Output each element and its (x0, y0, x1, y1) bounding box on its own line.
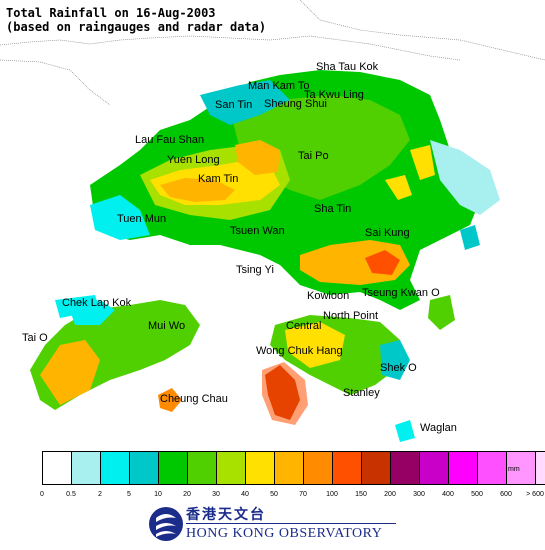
place-label: Tai Po (298, 150, 329, 162)
legend-swatch (507, 452, 536, 484)
map-title-line1: Total Rainfall on 16-Aug-2003 (6, 6, 216, 20)
shek-o-peninsula (380, 340, 410, 380)
mainland-coastline (0, 0, 545, 106)
legend-swatch (391, 452, 420, 484)
logo-divider (186, 523, 396, 524)
legend-swatch (130, 452, 159, 484)
place-label: Tai O (22, 332, 48, 344)
sai-kung-core (365, 250, 400, 275)
logo-english-name: HONG KONG OBSERVATORY (186, 526, 383, 541)
legend-swatch (217, 452, 246, 484)
cheung-chau-island (158, 388, 182, 412)
waglan-area (395, 420, 415, 442)
legend-tick-label: 400 (442, 491, 454, 498)
legend-tick-label: 0 (40, 491, 44, 498)
legend-unit: mm (508, 466, 520, 473)
legend-swatch (478, 452, 507, 484)
legend-tick-label: 100 (326, 491, 338, 498)
legend-tick-label: 500 (471, 491, 483, 498)
lantau-yellow (40, 340, 100, 405)
legend-swatch (43, 452, 72, 484)
legend-tick-label: 600 (500, 491, 512, 498)
legend-tick-label: 0.5 (66, 491, 76, 498)
map-title-line2: (based on raingauges and radar data) (6, 20, 267, 34)
legend-swatch (362, 452, 391, 484)
place-label: Lau Fau Shan (135, 134, 205, 146)
nt-west-cyan (90, 195, 150, 240)
rainfall-map (0, 0, 545, 442)
place-label: San Tin (215, 99, 253, 111)
place-label: Yuen Long (167, 154, 220, 166)
legend-swatch (275, 452, 304, 484)
hk-island-yellow (285, 322, 345, 368)
place-label: Ta Kwu Ling (304, 89, 364, 101)
place-label: Kowloon (307, 290, 350, 302)
legend-swatch (536, 452, 545, 484)
legend-tick-label: 40 (241, 491, 249, 498)
legend-swatch (304, 452, 333, 484)
legend-tick-label: 20 (183, 491, 191, 498)
tai-po-patch (410, 145, 435, 180)
legend-swatch (188, 452, 217, 484)
legend-tick-label: 200 (384, 491, 396, 498)
rainfall-legend (42, 451, 545, 485)
place-label: Shek O (380, 362, 417, 374)
logo-chinese-name: 香港天文台 (186, 507, 266, 523)
legend-tick-label: 10 (154, 491, 162, 498)
ne-yellow-patch (385, 175, 412, 200)
legend-tick-label: 30 (212, 491, 220, 498)
place-label: Kam Tin (198, 173, 239, 185)
legend-tick-label: > 600 (526, 491, 544, 498)
place-label: Mui Wo (148, 320, 186, 332)
place-label: North Point (323, 310, 379, 322)
legend-swatch (420, 452, 449, 484)
place-label: Wong Chuk Hang (256, 345, 343, 357)
lamma-outer (262, 362, 308, 425)
nt-zone-orange (160, 178, 235, 202)
legend-swatch (246, 452, 275, 484)
place-label: Sheung Shui (264, 98, 327, 110)
hko-emblem-icon (149, 507, 183, 541)
legend-tick-label: 150 (355, 491, 367, 498)
map-title: Total Rainfall on 16-Aug-2003 (based on … (6, 6, 266, 34)
legend-swatch (449, 452, 478, 484)
place-label: Tsuen Wan (230, 225, 285, 237)
place-label: Sai Kung (365, 227, 410, 239)
place-label: Tsing Yi (236, 264, 274, 276)
place-label: Stanley (343, 387, 380, 399)
place-label: Cheung Chau (160, 393, 228, 405)
legend-swatch (101, 452, 130, 484)
east-islands (428, 295, 455, 330)
place-label: Tuen Mun (117, 213, 167, 225)
legend-tick-label: 5 (127, 491, 131, 498)
place-label: Waglan (420, 422, 457, 434)
nt-north-cyan (200, 80, 290, 125)
hko-logo: 香港天文台 HONG KONG OBSERVATORY (148, 500, 408, 548)
legend-swatch (72, 452, 101, 484)
legend-swatch (333, 452, 362, 484)
legend-tick-label: 2 (98, 491, 102, 498)
nt-east-cyan (430, 140, 500, 215)
legend-tick-label: 300 (413, 491, 425, 498)
place-label: Man Kam To (248, 80, 310, 92)
legend-swatch (159, 452, 188, 484)
chek-lap-kok-island (55, 295, 100, 318)
tung-lung (460, 225, 480, 250)
legend-tick-label: 50 (270, 491, 278, 498)
place-label: Sha Tau Kok (316, 61, 379, 73)
place-label: Central (286, 320, 322, 332)
place-label: Sha Tin (314, 203, 352, 215)
nt-zone-orange2 (235, 140, 280, 175)
legend-tick-label: 70 (299, 491, 307, 498)
place-label: Tseung Kwan O (362, 287, 440, 299)
place-label: Chek Lap Kok (62, 297, 132, 309)
